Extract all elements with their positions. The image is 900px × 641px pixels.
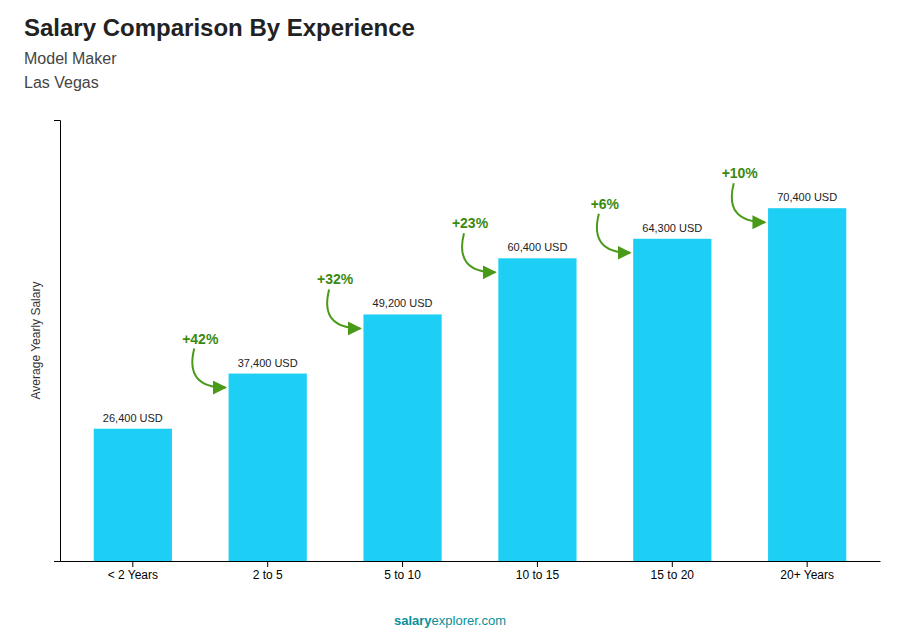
plot-area: < 2 Years 2 to 5 5 to 10 10 to 15 15 to 20 20… — [29, 121, 881, 582]
bar — [633, 239, 711, 561]
x-tick-label: < 2 Years — [108, 568, 158, 582]
x-tick-label: 2 to 5 — [253, 568, 283, 582]
x-tick-label: 15 to 20 — [651, 568, 695, 582]
subtitle: Model Maker — [24, 50, 117, 67]
x-tick-mark — [807, 561, 808, 567]
annotation-arrow — [462, 233, 495, 272]
annotation-arrow — [192, 349, 225, 388]
annotations: +42% +32% +23% +6% +10% — [182, 165, 765, 387]
chart: Salary Comparison By Experience Model Mak… — [0, 0, 900, 641]
x-tick-label: 20+ Years — [780, 568, 834, 582]
x-tick-mark — [267, 561, 268, 567]
x-tick: 10 to 15 — [516, 561, 560, 582]
annotation: +32% — [317, 271, 354, 287]
x-tick: < 2 Years — [108, 561, 158, 582]
footer: salaryexplorer.com — [394, 613, 506, 628]
bar — [94, 429, 172, 561]
annotation: +23% — [452, 215, 489, 231]
data-label: 70,400 USD — [777, 191, 837, 203]
data-label: 64,300 USD — [642, 222, 702, 234]
data-label: 49,200 USD — [373, 297, 433, 309]
bar — [498, 258, 576, 561]
annotation: +6% — [591, 196, 620, 212]
bar — [768, 208, 846, 561]
y-axis-title: Average Yearly Salary — [29, 282, 43, 400]
x-tick-mark — [537, 561, 538, 567]
x-tick-mark — [402, 561, 403, 567]
annotation-arrow — [732, 183, 765, 222]
x-tick-label: 5 to 10 — [384, 568, 421, 582]
x-tick-label: 10 to 15 — [516, 568, 560, 582]
title: Salary Comparison By Experience — [24, 14, 415, 41]
bar — [363, 314, 441, 561]
x-tick-mark — [132, 561, 133, 567]
annotation: +42% — [182, 331, 219, 347]
x-tick-mark — [672, 561, 673, 567]
subtitle: Las Vegas — [24, 74, 99, 91]
data-label: 37,400 USD — [238, 357, 298, 369]
footer-part: explorer.com — [432, 613, 506, 628]
bar — [229, 374, 307, 561]
x-tick: 5 to 10 — [384, 561, 421, 582]
annotation: +10% — [722, 165, 759, 181]
x-tick: 20+ Years — [780, 561, 834, 582]
x-axis-line — [61, 561, 881, 562]
bars — [94, 208, 847, 561]
data-label: 60,400 USD — [507, 241, 567, 253]
annotation-arrow — [597, 214, 630, 253]
x-tick: 15 to 20 — [651, 561, 695, 582]
x-axis: < 2 Years 2 to 5 5 to 10 10 to 15 15 to 20 20… — [61, 561, 881, 582]
data-labels: 26,400 USD 37,400 USD 49,200 USD 60,400 USD… — [103, 191, 837, 424]
footer-part: salary — [394, 613, 432, 628]
annotation-arrow — [327, 289, 360, 328]
y-axis-line — [54, 121, 61, 562]
data-label: 26,400 USD — [103, 412, 163, 424]
x-tick: 2 to 5 — [253, 561, 283, 582]
y-axis — [54, 121, 61, 562]
